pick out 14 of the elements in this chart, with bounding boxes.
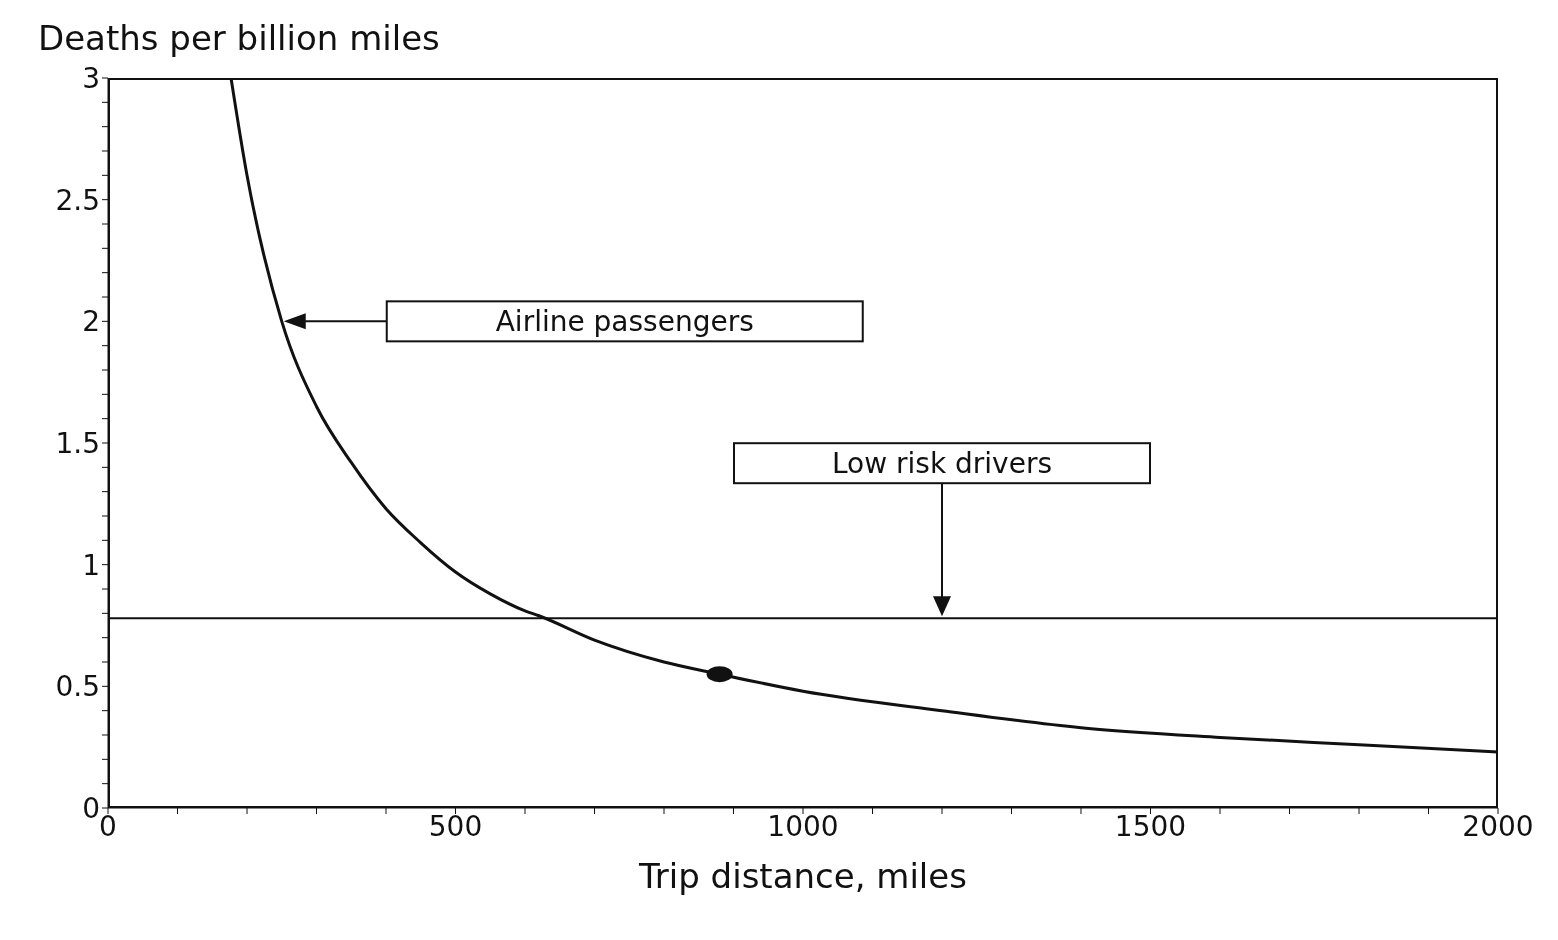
x-tick-label: 2000 <box>1462 809 1534 843</box>
y-tick-label: 2 <box>82 305 100 339</box>
text: Airline passengers <box>495 305 754 339</box>
x-tick-label: 500 <box>428 809 483 843</box>
y-tick-label: 2.5 <box>55 183 100 217</box>
y-tick-label: 1.5 <box>55 426 100 460</box>
y-tick-label: 0.5 <box>55 670 100 704</box>
text: Low risk drivers <box>832 447 1052 481</box>
x-tick-label: 1500 <box>1114 809 1187 843</box>
x-tick-label: 1000 <box>767 809 839 843</box>
y-tick-label: 1 <box>82 548 100 582</box>
x-axis-title: Trip distance, miles <box>638 856 967 896</box>
y-tick-label: 3 <box>82 61 100 95</box>
chart-title: Deaths per billion miles <box>38 18 440 58</box>
